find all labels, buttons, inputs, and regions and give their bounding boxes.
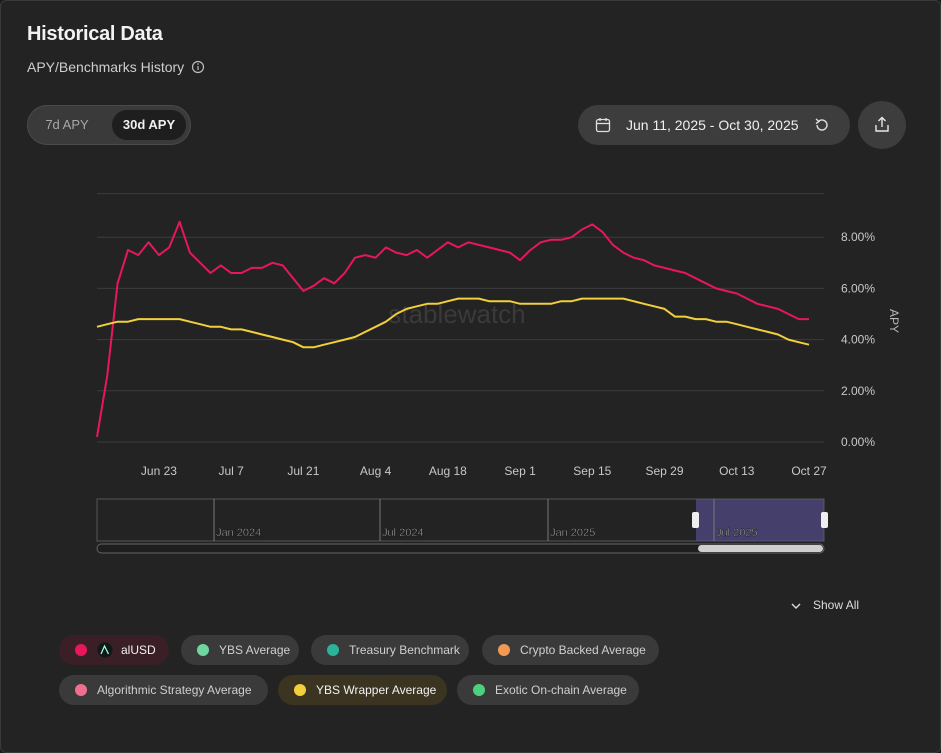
legend-label: alUSD xyxy=(121,643,156,657)
share-icon xyxy=(875,116,889,132)
legend-chip[interactable]: Exotic On-chain Average xyxy=(457,675,639,705)
legend-chip[interactable]: YBS Average xyxy=(181,635,299,665)
apy-tabs: 7d APY 30d APY xyxy=(27,105,191,145)
navigator[interactable] xyxy=(96,498,828,554)
x-tick-label: Jul 21 xyxy=(287,464,319,478)
legend-chip[interactable]: Treasury Benchmark xyxy=(311,635,469,665)
reset-icon[interactable] xyxy=(814,117,830,133)
y-tick-label: 2.00% xyxy=(841,384,875,398)
legend-swatch xyxy=(197,644,209,656)
navigator-handle[interactable] xyxy=(821,512,828,528)
series-line xyxy=(96,220,809,438)
legend-label: Exotic On-chain Average xyxy=(495,683,627,697)
legend-chip[interactable]: alUSD xyxy=(59,635,169,665)
x-tick-label: Jul 7 xyxy=(218,464,244,478)
legend-chip[interactable]: Algorithmic Strategy Average xyxy=(59,675,268,705)
legend-label: YBS Wrapper Average xyxy=(316,683,437,697)
x-tick-label: Aug 4 xyxy=(360,464,392,478)
calendar-icon xyxy=(595,118,611,133)
y-tick-label: 8.00% xyxy=(841,230,875,244)
date-range-picker[interactable]: Jun 11, 2025 - Oct 30, 2025 xyxy=(578,105,850,145)
x-tick-label: Jun 23 xyxy=(141,464,177,478)
tab[interactable]: 7d APY xyxy=(45,117,89,132)
series-line xyxy=(96,297,810,349)
legend-label: Algorithmic Strategy Average xyxy=(97,683,252,697)
legend-label: Treasury Benchmark xyxy=(349,643,460,657)
navigator-label: Jul 2025 xyxy=(716,527,758,539)
x-tick-label: Oct 13 xyxy=(719,464,755,478)
y-tick-label: 6.00% xyxy=(841,281,875,295)
y-axis-label: APY xyxy=(887,309,901,333)
tab[interactable]: 30d APY xyxy=(112,110,186,140)
x-tick-label: Sep 29 xyxy=(646,464,684,478)
chart: stablewatch APY 0.00% 2.00% 4.00% 6.00% 8.00… xyxy=(96,193,901,554)
show-all-label: Show All xyxy=(813,598,860,612)
title: Historical Data xyxy=(27,23,163,45)
navigator-selection[interactable] xyxy=(696,499,824,541)
subtitle: APY/Benchmarks History xyxy=(27,59,185,75)
watermark: stablewatch xyxy=(388,299,525,329)
scrollbar-thumb[interactable] xyxy=(698,545,823,552)
x-tick-label: Aug 18 xyxy=(429,464,467,478)
show-all-toggle[interactable]: Show All xyxy=(791,598,859,612)
legend-label: Crypto Backed Average xyxy=(520,643,646,657)
x-tick-label: Sep 15 xyxy=(573,464,611,478)
navigator-label: Jul 2024 xyxy=(382,527,424,539)
x-tick-label: Oct 27 xyxy=(791,464,827,478)
navigator-handle[interactable] xyxy=(692,512,699,528)
navigator-label: Jan 2025 xyxy=(550,527,595,539)
token-icon xyxy=(97,642,113,658)
legend-chip[interactable]: YBS Wrapper Average xyxy=(278,675,447,705)
date-range-text: Jun 11, 2025 - Oct 30, 2025 xyxy=(626,117,799,133)
scrollbar-track xyxy=(96,543,825,554)
legend-swatch xyxy=(473,684,485,696)
legend-chip[interactable]: Crypto Backed Average xyxy=(482,635,659,665)
chevron-icon xyxy=(791,603,801,609)
legend-swatch xyxy=(327,644,339,656)
x-tick-label: Sep 1 xyxy=(504,464,536,478)
y-tick-label: 0.00% xyxy=(841,435,875,449)
legend-swatch xyxy=(498,644,510,656)
legend-swatch xyxy=(294,684,306,696)
navigator-label: Jan 2024 xyxy=(216,527,261,539)
share-button[interactable] xyxy=(858,101,906,149)
info-icon[interactable] xyxy=(191,60,205,74)
y-tick-label: 4.00% xyxy=(841,333,875,347)
legend-swatch xyxy=(75,684,87,696)
legend-swatch xyxy=(75,644,87,656)
legend-label: YBS Average xyxy=(219,643,291,657)
